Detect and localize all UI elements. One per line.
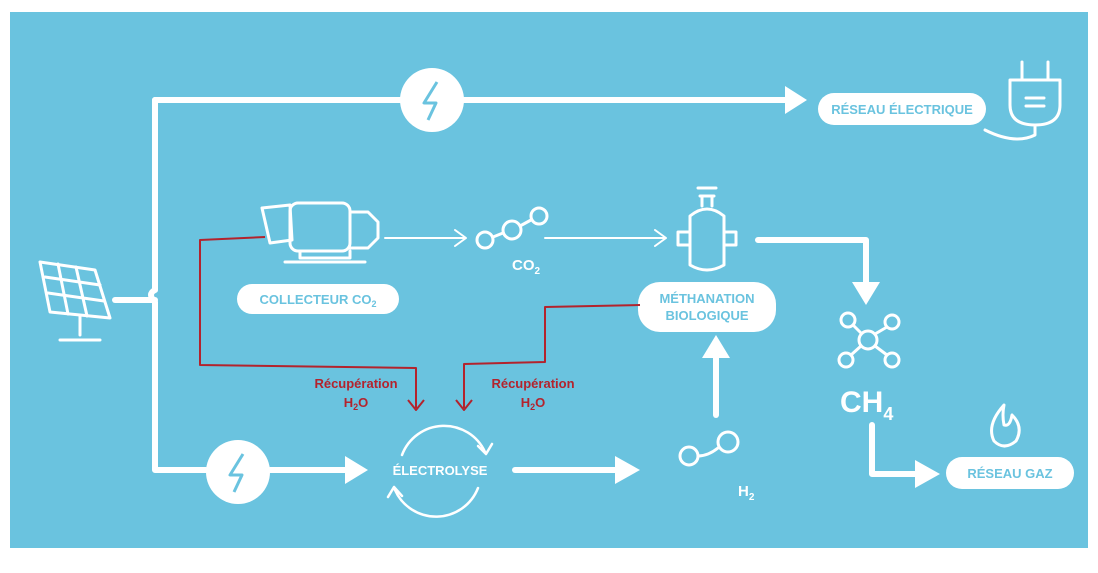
text-part: O [535, 395, 545, 410]
electrolysis-label: ÉLECTROLYSE [393, 463, 488, 478]
text-part: O [358, 395, 368, 410]
text-part: H [738, 483, 749, 500]
text-part: COLLECTEUR CO [260, 292, 372, 307]
page: RÉSEAU ÉLECTRIQUE COLLECTEUR CO2 CO2 MÉT… [0, 0, 1098, 573]
text-part: CH [840, 386, 883, 419]
text-part: 2 [749, 492, 755, 503]
electric-grid-label: RÉSEAU ÉLECTRIQUE [831, 102, 973, 117]
text-part: 4 [883, 404, 893, 424]
water-recovery-label: Récupération [314, 376, 397, 391]
text-part: H [521, 395, 530, 410]
text-part: H [344, 395, 353, 410]
methanation-label-1: MÉTHANATION [659, 291, 754, 306]
diagram: RÉSEAU ÉLECTRIQUE COLLECTEUR CO2 CO2 MÉT… [0, 0, 1098, 573]
text-part: 2 [535, 266, 541, 277]
collector-label: COLLECTEUR CO2 [260, 292, 377, 309]
lightning-top [400, 68, 464, 132]
text-part: CO [512, 257, 535, 274]
gas-grid-label: RÉSEAU GAZ [967, 466, 1052, 481]
water-recovery-label: Récupération [491, 376, 574, 391]
lightning-bottom [206, 440, 270, 504]
text-part: 2 [371, 299, 376, 309]
methanation-label-2: BIOLOGIQUE [665, 308, 748, 323]
